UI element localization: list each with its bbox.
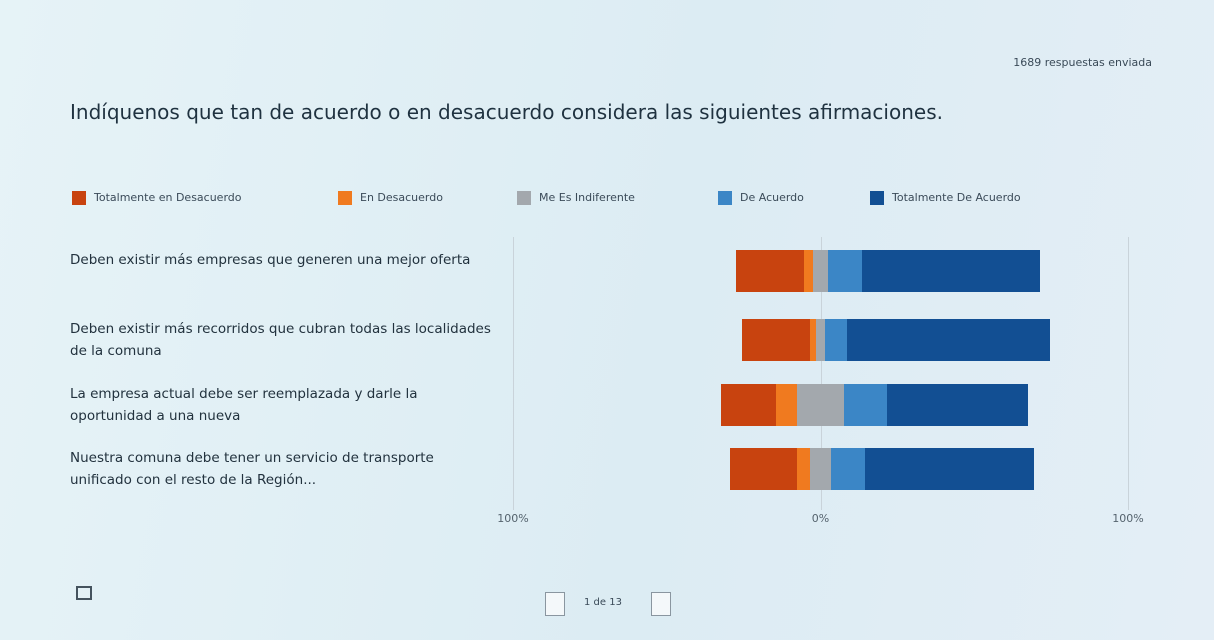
- chart-title: Indíquenos que tan de acuerdo o en desac…: [70, 100, 943, 124]
- bar-segment: [809, 319, 816, 361]
- category-label: Deben existir más empresas que generen u…: [70, 252, 471, 268]
- category-label: La empresa actual debe ser reemplazada y…: [70, 386, 418, 424]
- legend-label: Me Es Indiferente: [539, 191, 635, 204]
- legend-label: En Desacuerdo: [360, 191, 443, 204]
- bar-segment: [865, 448, 1035, 490]
- bar-segment: [862, 250, 1041, 292]
- legend-label: Totalmente De Acuerdo: [892, 191, 1021, 204]
- bar-segment: [729, 448, 798, 490]
- grid-line: [513, 237, 514, 510]
- bar-segment: [803, 250, 813, 292]
- bar-segment: [843, 384, 887, 426]
- bar-segment: [886, 384, 1029, 426]
- category-label: Deben existir más recorridos que cubran …: [70, 321, 491, 359]
- legend-label: De Acuerdo: [740, 191, 804, 204]
- pagination: 1 de 13: [584, 597, 622, 608]
- response-count: 1689 respuestas enviada: [1013, 56, 1152, 69]
- bar-segment: [720, 384, 776, 426]
- bar-segment: [735, 250, 804, 292]
- bar-segment: [809, 448, 832, 490]
- legend-swatch: [338, 191, 352, 205]
- x-tick-label: 100%: [497, 512, 529, 525]
- x-tick-label: 100%: [1112, 512, 1144, 525]
- bar-segment: [846, 319, 1050, 361]
- bar-segment: [815, 319, 826, 361]
- grid-line: [1128, 237, 1129, 510]
- x-tick-label: 0%: [811, 512, 830, 525]
- category-label: Nuestra comuna debe tener un servicio de…: [70, 450, 434, 488]
- table-icon[interactable]: [76, 586, 92, 600]
- prev-button[interactable]: [545, 592, 565, 616]
- bar-segment: [828, 250, 862, 292]
- bar-segment: [797, 384, 844, 426]
- grid-line: [820, 237, 822, 510]
- legend-swatch: [870, 191, 884, 205]
- bar-segment: [775, 384, 798, 426]
- legend-swatch: [517, 191, 531, 205]
- legend-label: Totalmente en Desacuerdo: [94, 191, 242, 204]
- bar-segment: [812, 250, 829, 292]
- bar-segment: [825, 319, 847, 361]
- bar-segment: [742, 319, 810, 361]
- legend-swatch: [718, 191, 732, 205]
- bar-segment: [797, 448, 810, 490]
- bar-segment: [831, 448, 866, 490]
- legend-swatch: [72, 191, 86, 205]
- next-button[interactable]: [651, 592, 671, 616]
